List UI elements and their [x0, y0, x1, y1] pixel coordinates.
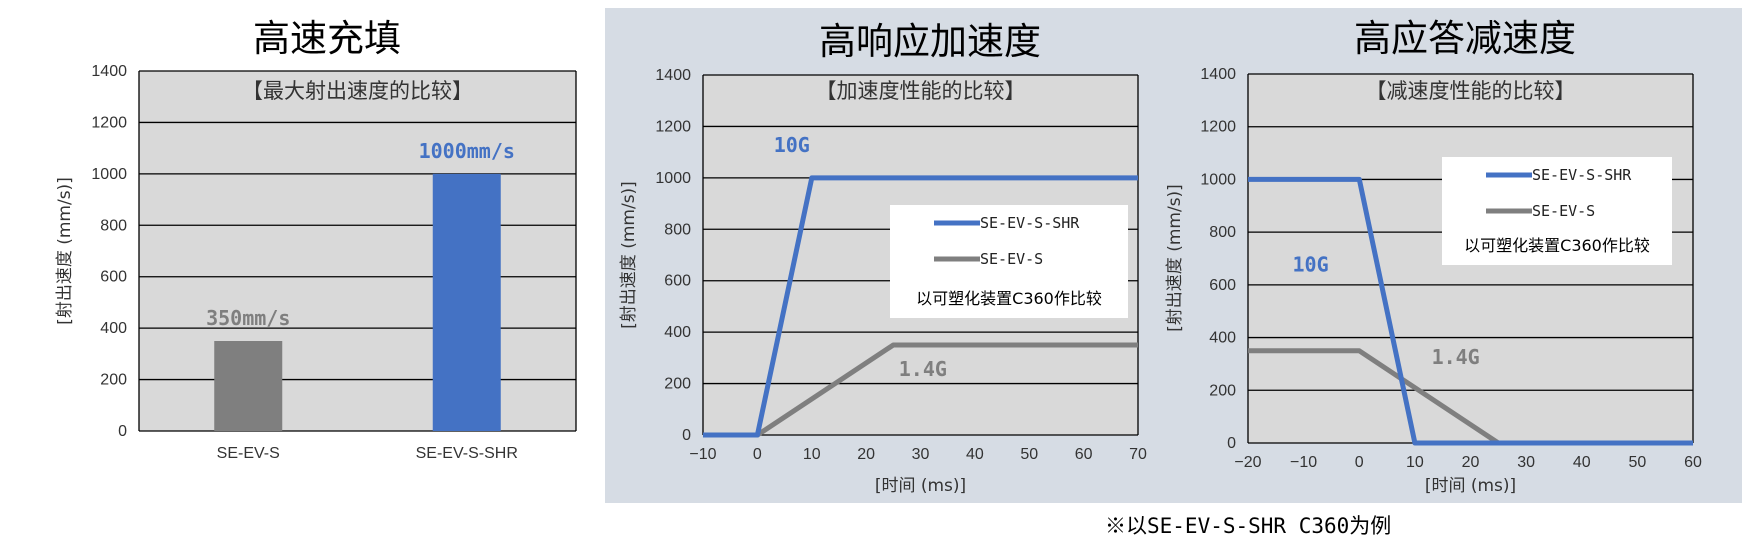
y-tick-label: 600 [1209, 277, 1236, 294]
inner-title: 【最大射出速度的比较】 [242, 79, 473, 103]
x-tick-label: 20 [1462, 454, 1480, 471]
y-tick-label: 1400 [1200, 66, 1236, 83]
annotation-label: 1.4G [899, 357, 947, 381]
y-tick-label: 600 [100, 269, 127, 286]
y-tick-label: 1400 [91, 63, 127, 80]
footnote: ※以SE-EV-S-SHR C360为例 [1105, 514, 1391, 538]
legend-box [1442, 157, 1672, 265]
legend-entry: SE-EV-S-SHR [980, 214, 1080, 232]
y-tick-label: 1200 [655, 118, 691, 135]
x-tick-label: 0 [753, 446, 762, 463]
y-tick-label: 400 [100, 320, 127, 337]
y-tick-label: 800 [1209, 224, 1236, 241]
x-axis-label: [时间 (ms)] [1425, 476, 1516, 496]
legend-note: 以可塑化装置C360作比较 [1464, 236, 1650, 255]
x-tick-label: 10 [803, 446, 821, 463]
y-tick-label: 800 [100, 217, 127, 234]
y-tick-label: 200 [1209, 382, 1236, 399]
legend: SE-EV-S-SHR SE-EV-S 以可塑化装置C360作比较 [1442, 157, 1672, 265]
inner-title: 【加速度性能的比较】 [816, 79, 1026, 103]
chart-title: 高应答减速度 [1354, 17, 1576, 60]
series-line [703, 175, 1138, 438]
x-tick-label: 30 [912, 446, 930, 463]
series-line [1248, 176, 1693, 446]
y-axis-label: [射出速度 (mm/s)] [619, 181, 639, 329]
x-axis-label: [时间 (ms)] [875, 476, 966, 496]
x-tick-label: 60 [1075, 446, 1093, 463]
x-tick-label: SE-EV-S [217, 445, 280, 462]
y-tick-label: 1400 [655, 67, 691, 84]
bar [214, 341, 283, 431]
y-tick-label: 800 [664, 221, 691, 238]
max-speed-bar-chart: 高速充填 0 200 400 600 800 1000 1200 1400 [射出速度 (mm/… [55, 17, 577, 462]
legend-entry: SE-EV-S [1532, 202, 1595, 220]
y-tick-label: 0 [118, 423, 127, 440]
annotation-label: 10G [774, 133, 810, 157]
x-tick-label: 40 [1573, 454, 1591, 471]
data-label: 350mm/s [206, 306, 290, 330]
x-tick-label: 70 [1129, 446, 1147, 463]
y-tick-label: 1200 [91, 114, 127, 131]
plot-area [139, 71, 576, 431]
y-tick-label: 1200 [1200, 119, 1236, 136]
annotation-label: 1.4G [1432, 345, 1480, 369]
y-tick-label: 200 [100, 372, 127, 389]
y-tick-label: 1000 [91, 166, 127, 183]
x-tick-label: 50 [1020, 446, 1038, 463]
chart-title: 高响应加速度 [819, 20, 1041, 63]
y-tick-label: 1000 [1200, 171, 1236, 188]
x-tick-label: 60 [1684, 454, 1702, 471]
y-tick-label: 400 [664, 324, 691, 341]
x-tick-label: −20 [1234, 454, 1261, 471]
y-tick-label: 600 [664, 273, 691, 290]
x-tick-label: 10 [1406, 454, 1424, 471]
y-tick-label: 200 [664, 376, 691, 393]
y-tick-label: 0 [1227, 435, 1236, 452]
legend: SE-EV-S-SHR SE-EV-S 以可塑化装置C360作比较 [890, 205, 1128, 318]
y-tick-label: 0 [682, 427, 691, 444]
legend-entry: SE-EV-S [980, 250, 1043, 268]
legend-box [890, 205, 1128, 318]
legend-note: 以可塑化装置C360作比较 [916, 289, 1102, 308]
data-label: 1000mm/s [419, 139, 515, 163]
x-tick-label: 30 [1517, 454, 1535, 471]
y-tick-label: 400 [1209, 330, 1236, 347]
inner-title: 【减速度性能的比较】 [1366, 79, 1576, 103]
y-axis-label: [射出速度 (mm/s)] [55, 177, 75, 325]
x-tick-label: 0 [1355, 454, 1364, 471]
x-tick-label: −10 [1290, 454, 1317, 471]
x-tick-label: 50 [1628, 454, 1646, 471]
x-tick-label: 40 [966, 446, 984, 463]
x-tick-label: −10 [689, 446, 716, 463]
x-tick-label: SE-EV-S-SHR [416, 445, 518, 462]
bar [432, 173, 501, 431]
legend-entry: SE-EV-S-SHR [1532, 166, 1632, 184]
chart-title: 高速充填 [253, 17, 401, 60]
y-axis-label: [射出速度 (mm/s)] [1165, 184, 1185, 332]
y-tick-label: 1000 [655, 170, 691, 187]
annotation-label: 10G [1293, 253, 1329, 277]
x-tick-label: 20 [857, 446, 875, 463]
